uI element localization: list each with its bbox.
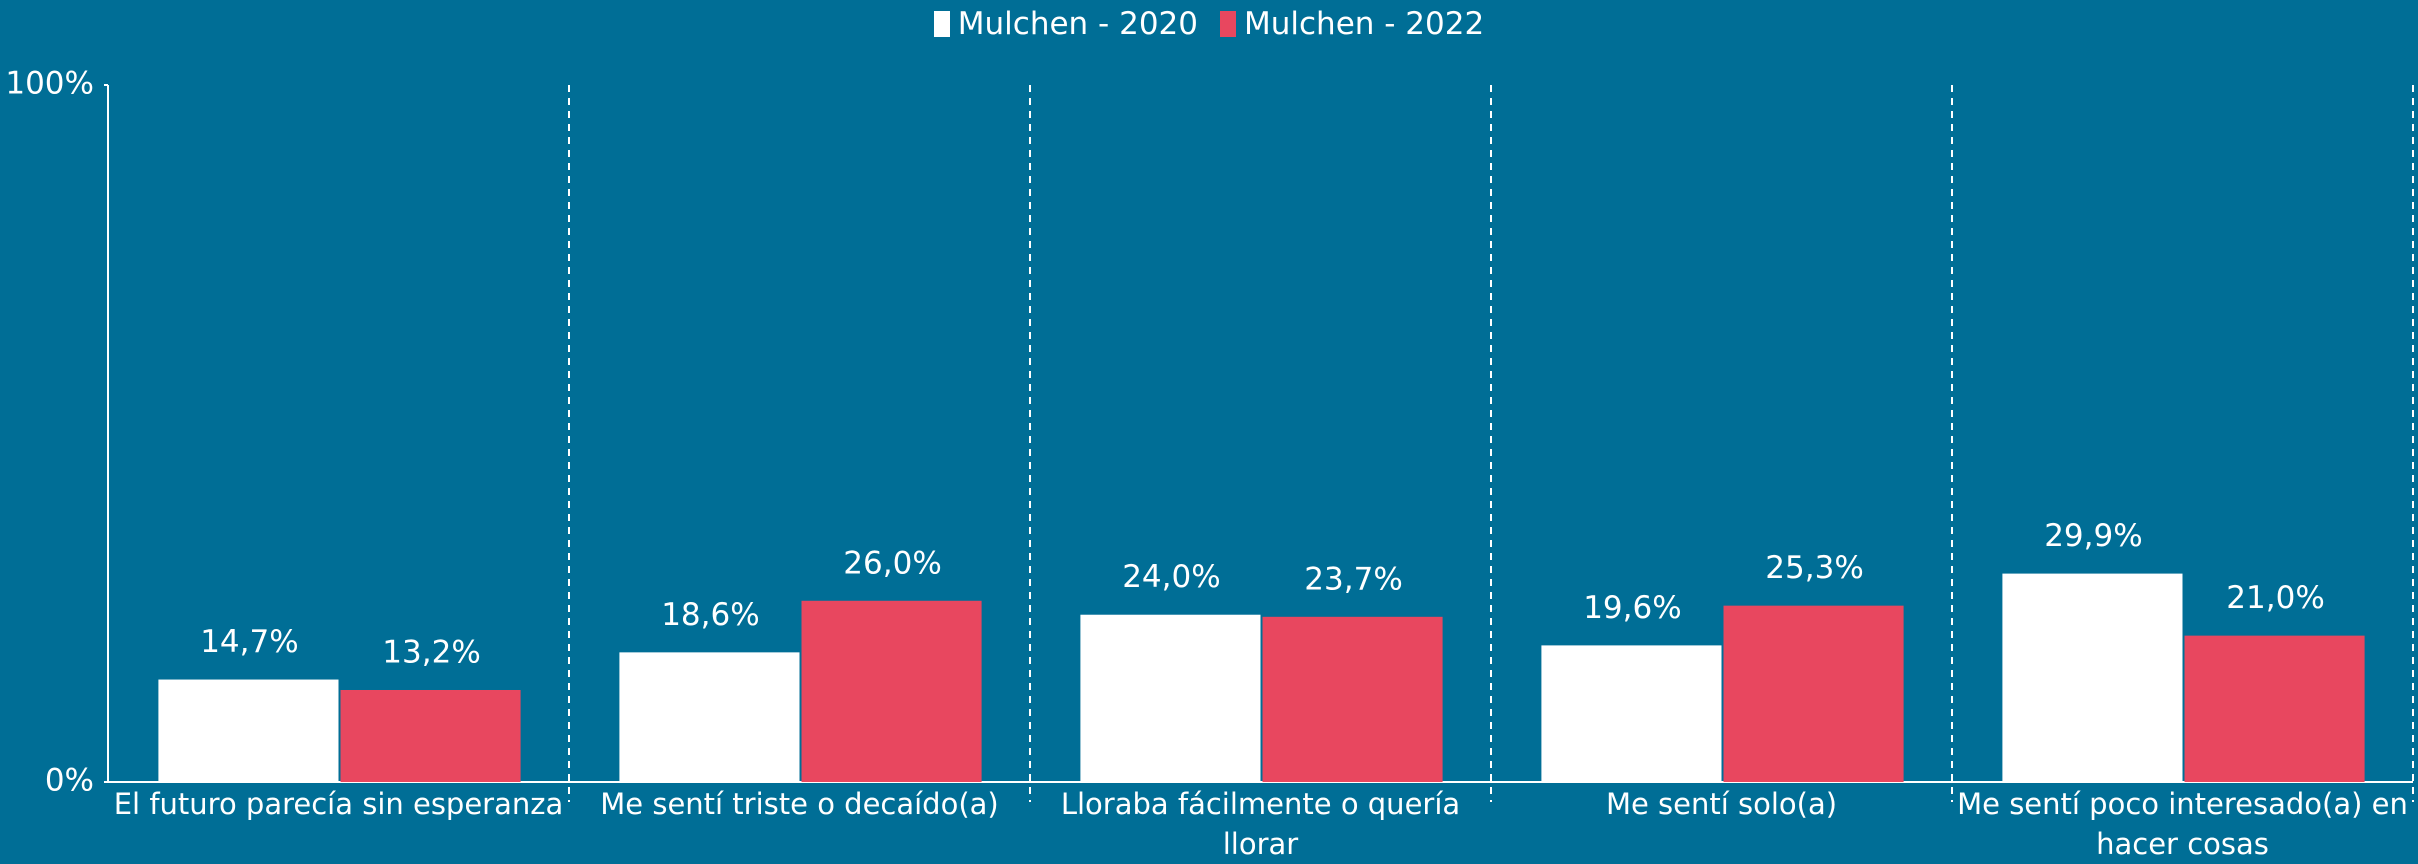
data-label: 29,9% (2044, 518, 2142, 554)
bar (340, 689, 521, 782)
bar (158, 679, 339, 782)
bar (619, 652, 800, 782)
data-label: 18,6% (661, 597, 759, 633)
legend-swatch (1220, 11, 1236, 37)
x-tick-label: Me sentí triste o decaído(a) (600, 787, 999, 821)
bar (2002, 573, 2183, 782)
bar (801, 600, 982, 782)
y-tick-label: 100% (5, 66, 94, 102)
bar (1080, 614, 1261, 782)
data-label: 26,0% (843, 545, 941, 581)
x-tick-label: Me sentí solo(a) (1605, 787, 1838, 821)
legend-item: Mulchen - 2022 (1220, 6, 1484, 42)
data-label: 19,6% (1583, 590, 1681, 626)
legend: Mulchen - 2020 Mulchen - 2022 (0, 6, 2418, 42)
bar (1262, 616, 1443, 782)
data-label: 13,2% (382, 634, 480, 670)
y-tick-label: 0% (45, 763, 94, 799)
x-tick-label: Me sentí poco interesado(a) en hacer cos… (1957, 787, 2408, 861)
legend-label: Mulchen - 2022 (1244, 6, 1485, 42)
data-label: 21,0% (2226, 580, 2324, 616)
bar (2184, 635, 2365, 782)
legend-item: Mulchen - 2020 (933, 6, 1198, 42)
legend-swatch (933, 11, 950, 37)
data-label: 23,7% (1304, 561, 1402, 597)
x-tick-label: El futuro parecía sin esperanza (113, 787, 564, 821)
data-label: 25,3% (1765, 550, 1863, 586)
data-label: 14,7% (200, 624, 298, 660)
bar (1541, 645, 1722, 782)
data-label: 24,0% (1122, 559, 1220, 595)
x-tick-label: Lloraba fácilmente o quería llorar (1060, 787, 1461, 861)
legend-label: Mulchen - 2020 (957, 6, 1198, 42)
bar (1723, 605, 1904, 782)
